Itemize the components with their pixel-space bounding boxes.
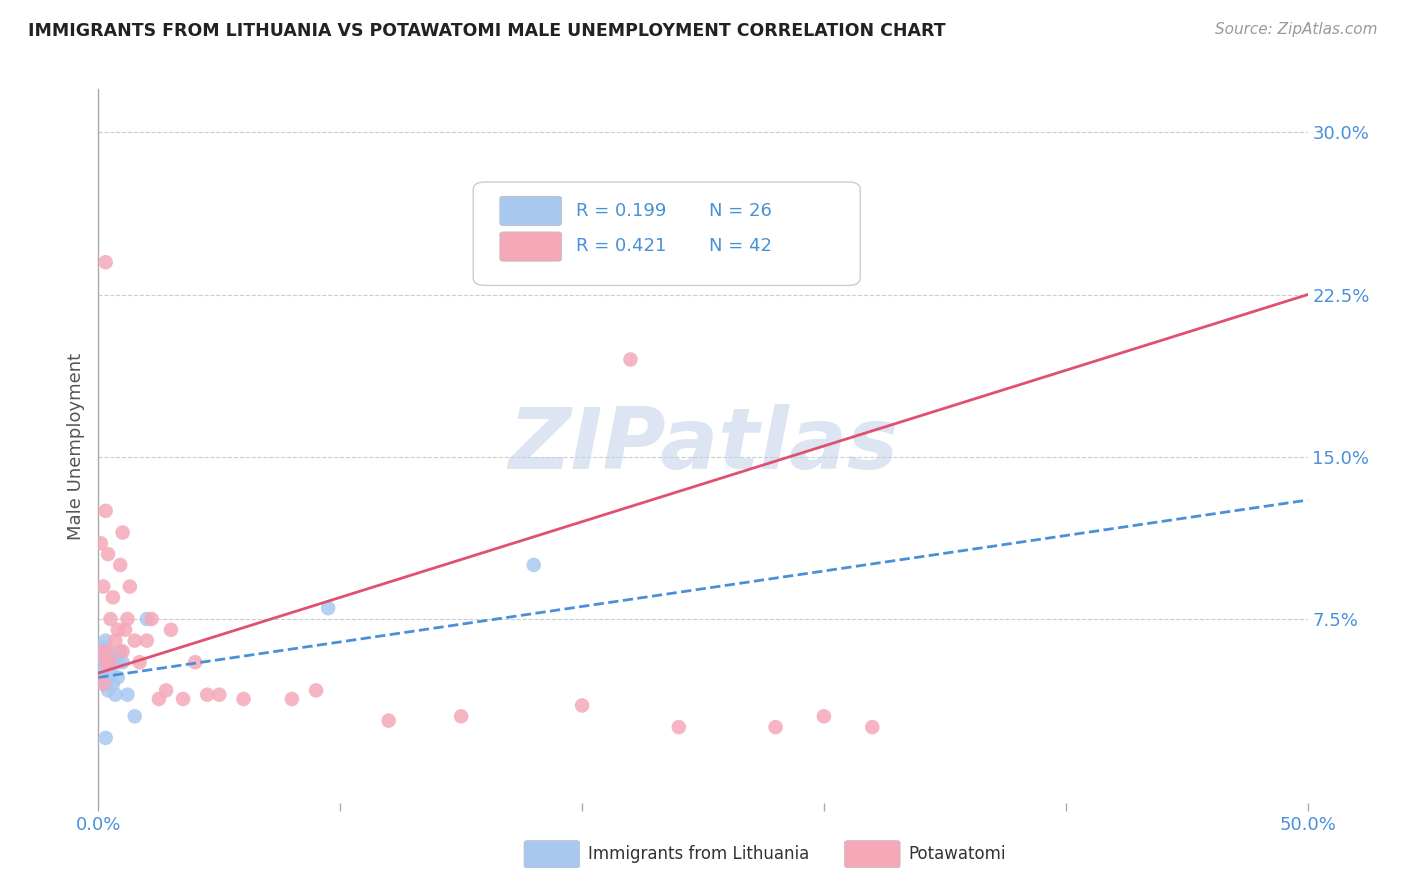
Point [91,666,114,681]
Point [111,644,134,658]
Point [101,677,124,691]
Point [104,688,127,702]
Text: Immigrants from Lithuania: Immigrants from Lithuania [588,846,810,863]
Point [135,633,157,648]
Point [668,720,690,734]
Point [232,692,254,706]
Point [94,677,117,691]
Point [765,720,787,734]
FancyBboxPatch shape [845,840,900,868]
Point [619,352,641,367]
Point [104,633,127,648]
FancyBboxPatch shape [474,182,860,285]
Point [523,558,546,572]
Text: ZIPatlas: ZIPatlas [508,404,898,488]
Point [107,670,129,684]
Text: R = 0.421: R = 0.421 [576,237,666,255]
Point [172,692,194,706]
Point [94,255,117,269]
Point [97,648,120,663]
Y-axis label: Male Unemployment: Male Unemployment [66,352,84,540]
Point [101,591,124,605]
Point [100,655,122,669]
Point [377,714,399,728]
Text: R = 0.199: R = 0.199 [576,202,666,219]
Point [108,558,131,572]
Point [90,655,112,669]
Point [128,655,150,669]
Point [90,644,112,658]
Point [813,709,835,723]
Text: Source: ZipAtlas.com: Source: ZipAtlas.com [1215,22,1378,37]
Point [124,633,146,648]
Text: Potawatomi: Potawatomi [908,846,1007,863]
Point [316,601,339,615]
FancyBboxPatch shape [524,840,579,868]
Point [94,633,117,648]
Point [141,612,163,626]
Point [90,536,112,550]
Point [94,655,117,669]
Point [97,644,120,658]
Point [111,525,134,540]
Point [160,623,183,637]
Point [107,623,129,637]
Point [91,580,114,594]
Point [114,623,136,637]
Point [450,709,472,723]
Point [94,644,117,658]
Point [97,683,120,698]
Point [91,648,114,663]
Text: IMMIGRANTS FROM LITHUANIA VS POTAWATOMI MALE UNEMPLOYMENT CORRELATION CHART: IMMIGRANTS FROM LITHUANIA VS POTAWATOMI … [28,22,946,40]
Point [117,688,139,702]
Point [100,648,122,663]
Point [195,688,218,702]
Point [860,720,883,734]
Point [135,612,157,626]
Point [90,644,112,658]
Point [101,655,124,669]
Point [124,709,146,723]
Point [100,655,122,669]
Point [91,677,114,691]
Text: N = 26: N = 26 [709,202,772,219]
Point [117,612,139,626]
Point [118,580,141,594]
Point [571,698,593,713]
Point [184,655,207,669]
Point [281,692,304,706]
FancyBboxPatch shape [501,232,561,261]
Point [108,644,131,658]
Point [91,640,114,654]
Point [155,683,177,698]
Point [100,612,122,626]
FancyBboxPatch shape [501,196,561,226]
Point [94,731,117,745]
Point [208,688,231,702]
Point [100,666,122,681]
Text: N = 42: N = 42 [709,237,772,255]
Point [94,504,117,518]
Point [111,655,134,669]
Point [305,683,328,698]
Point [148,692,170,706]
Point [97,547,120,561]
Point [107,655,129,669]
